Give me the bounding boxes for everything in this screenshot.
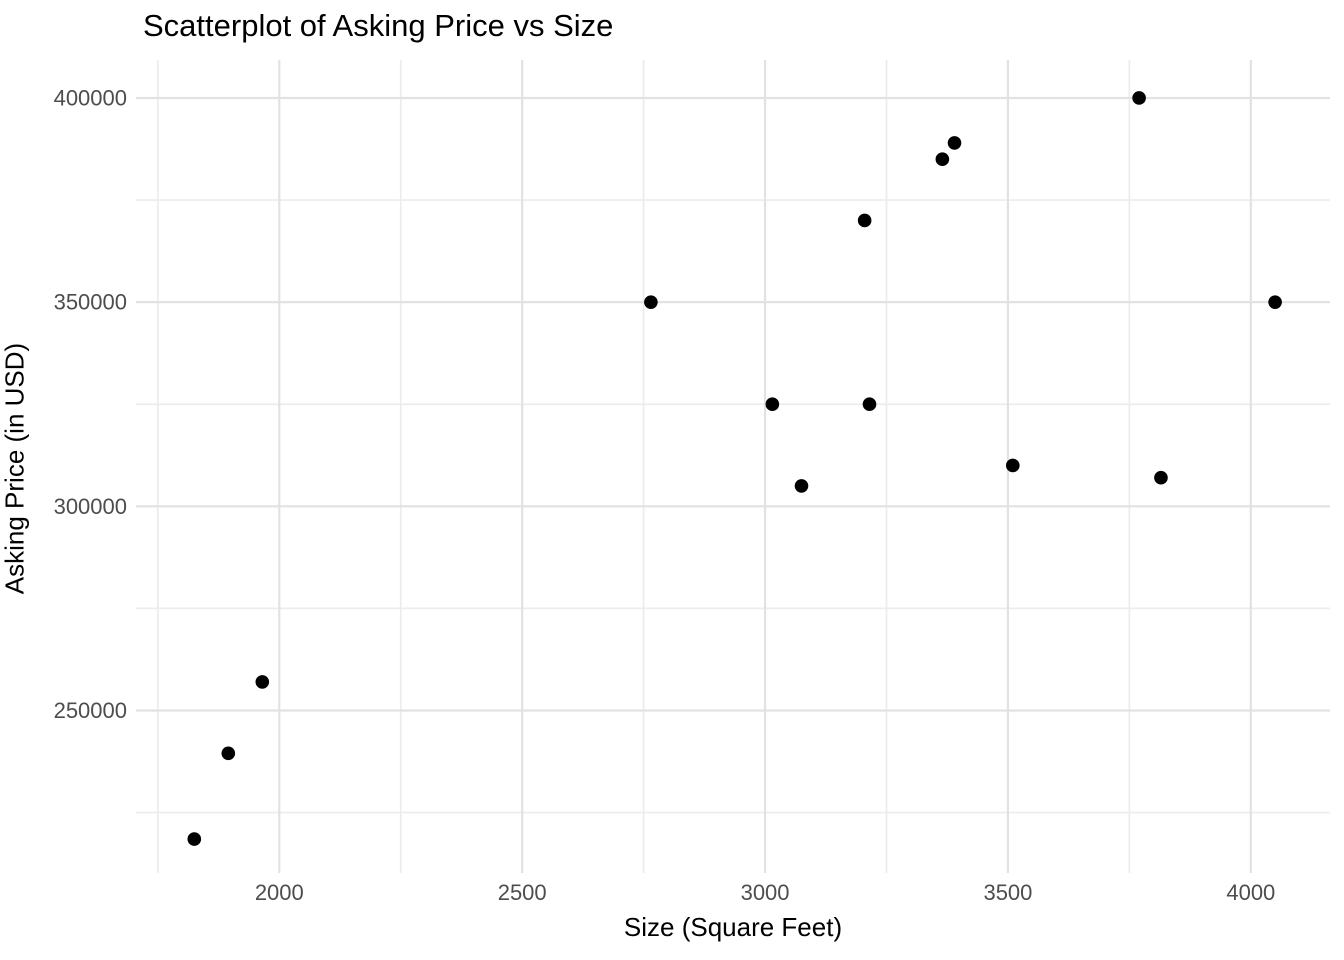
x-tick-label: 2000	[255, 880, 304, 905]
y-tick-label: 250000	[54, 698, 127, 723]
data-point	[1005, 458, 1020, 473]
data-point	[862, 397, 877, 412]
x-tick-label: 2500	[498, 880, 547, 905]
data-point	[1154, 470, 1168, 485]
x-tick-label: 3000	[741, 880, 790, 905]
data-point	[1132, 91, 1146, 105]
data-point	[947, 136, 962, 150]
x-tick-label: 3500	[983, 880, 1032, 905]
y-tick-label: 350000	[54, 290, 127, 315]
chart-title: Scatterplot of Asking Price vs Size	[143, 8, 614, 43]
data-point	[221, 746, 236, 761]
y-tick-label: 400000	[54, 85, 127, 110]
y-axis-title: Asking Price (in USD)	[0, 342, 30, 595]
data-point	[857, 213, 872, 228]
data-point	[187, 832, 202, 846]
x-tick-label: 4000	[1226, 880, 1275, 905]
data-point	[255, 675, 270, 689]
data-point	[794, 479, 809, 493]
data-point	[765, 397, 780, 412]
data-point	[935, 152, 950, 167]
data-point	[644, 295, 658, 309]
data-point	[1268, 295, 1282, 309]
x-axis-title: Size (Square Feet)	[623, 912, 843, 942]
y-tick-label: 300000	[54, 494, 127, 519]
